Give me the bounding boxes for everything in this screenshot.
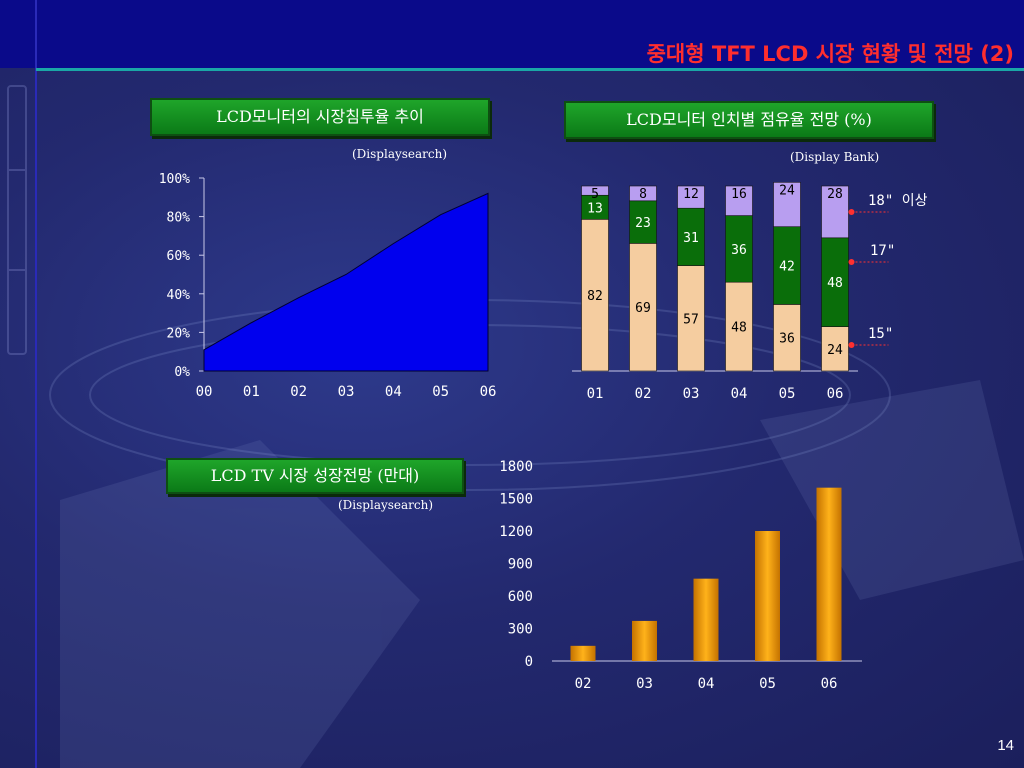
chart2-data-label: 28	[827, 187, 843, 202]
chart2-data-label: 36	[779, 332, 795, 347]
chart2-bar-segment	[773, 304, 801, 372]
chart2-bar-segment	[629, 200, 657, 244]
chart1-title-box: LCD모니터의 시장침투율 추이	[150, 98, 490, 136]
chart2-data-label: 8	[639, 187, 647, 202]
chart2-data-label: 48	[827, 276, 843, 291]
chart2-bar-segment	[773, 182, 801, 228]
chart1-x-tick-label: 06	[480, 384, 497, 400]
chart3-x-tick-label: 04	[698, 676, 715, 692]
chart3-x-tick-label: 05	[759, 676, 776, 692]
left-rule	[35, 0, 37, 768]
chart2-bar-segment	[677, 207, 705, 266]
chart2-x-tick-label: 03	[683, 386, 700, 402]
chart1-area-series	[203, 192, 489, 372]
chart3-y-tick-label: 1800	[499, 459, 533, 475]
chart2-bar-segment	[821, 326, 849, 372]
chart2-x-tick-label: 02	[635, 386, 652, 402]
chart2-data-label: 24	[779, 183, 795, 198]
page-number: 14	[997, 737, 1014, 754]
chart1-y-tick-label: 40%	[167, 288, 191, 303]
legend-label: 17"	[870, 243, 895, 259]
chart3-title-box: LCD TV 시장 성장전망 (만대)	[166, 458, 464, 494]
chart2-data-label: 31	[683, 231, 699, 246]
side-watermark-logo	[7, 85, 27, 355]
legend-label: 15"	[868, 326, 893, 342]
chart3-bar	[755, 531, 780, 661]
chart3-y-tick-label: 600	[508, 589, 533, 605]
chart2-data-label: 82	[587, 289, 603, 304]
chart2-data-label: 24	[827, 343, 843, 358]
chart1-y-tick-label: 80%	[167, 211, 191, 226]
chart2-data-label: 5	[591, 187, 599, 202]
chart2-bar-segment	[581, 194, 609, 220]
chart1-y-tick-label: 0%	[174, 365, 190, 380]
accent-line	[36, 68, 1024, 71]
chart1-y-tick-label: 60%	[167, 249, 191, 264]
chart2-bar-segment	[725, 215, 753, 283]
chart2-x-tick-label: 05	[779, 386, 796, 402]
chart1-x-tick-label: 05	[432, 384, 449, 400]
chart2-bar-segment	[629, 185, 657, 202]
chart2-title-box: LCD모니터 인치별 점유율 전망 (%)	[564, 101, 934, 139]
chart2-x-tick-label: 06	[827, 386, 844, 402]
chart3-bar	[816, 487, 842, 661]
chart3-title: LCD TV 시장 성장전망 (만대)	[210, 466, 420, 485]
chart1-x-tick-label: 02	[290, 384, 307, 400]
chart1-x-tick-label: 00	[196, 384, 213, 400]
legend-label: 18" 이상	[868, 193, 928, 209]
chart3-bar	[570, 645, 596, 661]
chart3-y-tick-label: 0	[525, 654, 533, 670]
header-band	[0, 0, 1024, 68]
chart3-y-tick-label: 900	[508, 557, 533, 573]
chart2-bar-segment	[821, 185, 849, 239]
chart2-data-label: 42	[779, 260, 795, 275]
chart3-y-tick-label: 300	[508, 622, 533, 638]
chart2-bar-segment	[581, 219, 609, 372]
chart3-bar	[693, 578, 719, 661]
chart1-x-tick-label: 04	[385, 384, 402, 400]
chart2-data-label: 48	[731, 321, 747, 336]
chart3-x-tick-label: 03	[636, 676, 653, 692]
chart1-title: LCD모니터의 시장침투율 추이	[216, 107, 424, 126]
chart2-bar-segment	[677, 185, 705, 209]
chart2-data-label: 13	[587, 201, 603, 216]
chart1-x-tick-label: 01	[243, 384, 260, 400]
chart2-title: LCD모니터 인치별 점유율 전망 (%)	[626, 110, 872, 129]
chart2-x-tick-label: 01	[587, 386, 604, 402]
chart1-source: (Displaysearch)	[352, 147, 448, 161]
chart3-x-tick-label: 06	[821, 676, 838, 692]
chart3-y-tick-label: 1200	[499, 524, 533, 540]
slide-title: 중대형 TFT LCD 시장 현황 및 전망 (2)	[646, 42, 1014, 66]
chart1-y-tick-label: 100%	[159, 172, 190, 187]
chart2-data-label: 23	[635, 216, 651, 231]
chart3-bar	[632, 620, 657, 661]
chart2-source: (Display Bank)	[790, 150, 880, 164]
chart3-y-tick-label: 1500	[499, 492, 533, 508]
chart3-x-tick-label: 02	[575, 676, 592, 692]
chart2-bar-segment	[629, 243, 657, 372]
chart2-bar-segment	[821, 237, 849, 327]
chart3-source: (Displaysearch)	[338, 498, 434, 512]
chart2-data-label: 57	[683, 312, 699, 327]
chart2-data-label: 36	[731, 243, 747, 258]
chart2-data-label: 69	[635, 301, 651, 316]
chart2-bar-segment	[725, 185, 753, 216]
chart2-data-label: 12	[683, 187, 699, 202]
chart1-x-tick-label: 03	[338, 384, 355, 400]
chart2-bar-segment	[725, 281, 753, 372]
chart2-bar-segment	[581, 185, 609, 196]
chart2-data-label: 16	[731, 187, 747, 202]
chart1-y-tick-label: 20%	[167, 326, 191, 341]
chart2-x-tick-label: 04	[731, 386, 748, 402]
chart2-bar-segment	[773, 226, 801, 305]
